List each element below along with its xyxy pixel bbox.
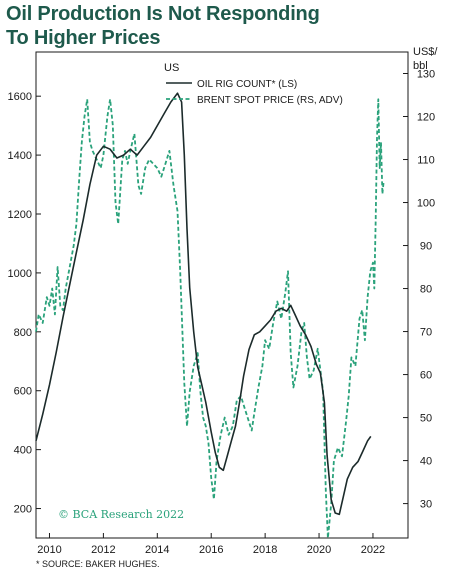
source-note: * SOURCE: BAKER HUGHES. [36,559,160,569]
left-tick-label: 1600 [8,91,32,103]
right-tick-label: 70 [420,327,432,339]
chart-title: Oil Production Is Not Responding To High… [6,2,320,50]
title-line-2: To Higher Prices [6,27,161,49]
right-tick-label: 120 [417,112,435,124]
right-tick-label: 30 [420,499,432,511]
left-tick-label: 600 [14,386,32,398]
credit-watermark: © BCA Research 2022 [58,508,184,521]
legend-label-rig: OIL RIG COUNT* (LS) [197,79,297,90]
x-tick-label: 2018 [253,544,277,556]
left-axis-title: US [164,62,179,74]
right-tick-label: 130 [417,69,435,81]
right-tick-label: 90 [420,241,432,253]
x-tick-label: 2010 [37,544,61,556]
x-tick-label: 2014 [145,544,169,556]
right-axis-title: US$/ bbl [413,46,438,72]
right-tick-label: 60 [420,370,432,382]
right-tick-label: 40 [420,456,432,468]
legend: OIL RIG COUNT* (LS) BRENT SPOT PRICE (RS… [166,79,343,106]
left-axis-ticks: 200 400 600 800 1000 1200 1400 1600 [8,91,41,516]
left-tick-label: 400 [14,445,32,457]
legend-label-brent: BRENT SPOT PRICE (RS, ADV) [197,95,343,106]
plot-frame [35,51,409,539]
left-tick-label: 200 [14,504,32,516]
brent-price-line [35,98,385,539]
x-axis-ticks: 2010 2012 2014 2016 2018 2020 2022 [37,533,385,556]
right-tick-label: 110 [417,155,435,167]
right-axis-title-line: US$/ [413,46,438,58]
x-tick-label: 2020 [307,544,331,556]
left-tick-label: 1000 [8,268,32,280]
x-tick-label: 2012 [91,544,115,556]
right-axis-title-line: bbl [413,60,428,72]
right-tick-label: 50 [420,413,432,425]
title-line-1: Oil Production Is Not Responding [6,3,320,25]
x-tick-label: 2022 [361,544,385,556]
left-tick-label: 800 [14,327,32,339]
left-tick-label: 1400 [8,150,32,162]
x-tick-label: 2016 [199,544,223,556]
rig-count-line [35,92,372,516]
right-tick-label: 100 [417,198,435,210]
right-axis-ticks: 30 40 50 60 70 80 90 100 110 120 130 [403,69,435,511]
series-layer [35,92,385,539]
left-tick-label: 1200 [8,209,32,221]
right-tick-label: 80 [420,284,432,296]
